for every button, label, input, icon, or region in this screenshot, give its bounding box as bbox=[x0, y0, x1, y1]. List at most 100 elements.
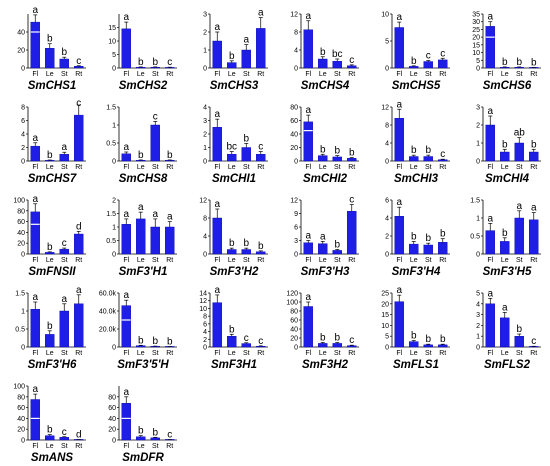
category-label: St bbox=[61, 71, 68, 78]
significance-letter: b bbox=[502, 57, 508, 68]
y-tick-label: 0 bbox=[112, 438, 116, 445]
category-label: Le bbox=[410, 257, 418, 264]
y-tick-label: 10 bbox=[381, 323, 389, 330]
significance-letter: b bbox=[502, 228, 508, 239]
y-tick-label: 0 bbox=[385, 252, 389, 259]
category-label: Le bbox=[228, 164, 236, 171]
y-tick-label: 0 bbox=[21, 66, 25, 73]
y-tick-label: 6 bbox=[385, 198, 389, 205]
bar bbox=[529, 219, 539, 255]
bar bbox=[227, 62, 237, 69]
category-label: Le bbox=[319, 257, 327, 264]
gene-title: SmCHI3 bbox=[394, 173, 439, 185]
gene-title: SmF3'H5 bbox=[483, 266, 532, 278]
significance-letter: a bbox=[32, 194, 38, 205]
bar bbox=[332, 250, 342, 255]
panel-smchs5: 0 5 10 a Fl b Le c St c Rt SmCHS5 bbox=[381, 12, 450, 92]
y-tick-label: 0 bbox=[294, 66, 298, 73]
gene-title: SmFNSII bbox=[28, 266, 76, 278]
y-tick-label: 0 bbox=[476, 66, 480, 73]
panel-smf3-h5: 0 0.5 1 1.5 a Fl b Le a St a Rt SmF3'H5 bbox=[470, 198, 541, 278]
bar bbox=[212, 217, 222, 255]
significance-letter: b bbox=[440, 229, 446, 240]
y-tick-label: 4 bbox=[385, 216, 389, 223]
y-tick-label: 12 bbox=[381, 105, 389, 112]
category-label: St bbox=[61, 443, 68, 450]
significance-letter: b bbox=[502, 139, 508, 150]
gene-title: SmCHS8 bbox=[119, 173, 168, 185]
y-tick-label: 60 bbox=[17, 405, 25, 412]
category-label: Rt bbox=[257, 164, 264, 171]
y-tick-label: 3 bbox=[476, 312, 480, 319]
category-label: Le bbox=[46, 164, 54, 171]
y-tick-label: 35 bbox=[472, 12, 480, 19]
y-tick-label: 120 bbox=[286, 291, 298, 298]
category-label: Rt bbox=[75, 443, 82, 450]
bar bbox=[318, 155, 328, 162]
y-tick-label: 0 bbox=[476, 345, 480, 352]
category-label: Le bbox=[410, 71, 418, 78]
category-label: St bbox=[334, 164, 341, 171]
bar bbox=[59, 248, 69, 255]
significance-letter: b bbox=[334, 146, 340, 157]
y-tick-label: 0 bbox=[294, 252, 298, 259]
bar bbox=[59, 58, 69, 69]
category-label: Le bbox=[137, 257, 145, 264]
y-tick-label: 40 bbox=[290, 132, 298, 139]
category-label: Rt bbox=[439, 71, 446, 78]
y-tick-label: 15 bbox=[108, 25, 116, 32]
significance-letter: b bbox=[516, 324, 522, 335]
y-tick-label: 10 bbox=[472, 50, 480, 57]
bar bbox=[500, 151, 510, 162]
category-label: Fl bbox=[123, 164, 129, 171]
y-tick-label: 20 bbox=[17, 48, 25, 55]
category-label: Rt bbox=[348, 71, 355, 78]
category-label: St bbox=[61, 350, 68, 357]
bar bbox=[256, 154, 266, 162]
category-label: Le bbox=[228, 257, 236, 264]
bar bbox=[438, 59, 448, 69]
y-tick-label: 4 bbox=[385, 141, 389, 148]
bar bbox=[30, 21, 40, 69]
significance-letter: b bbox=[152, 427, 158, 438]
y-tick-label: 40 bbox=[17, 230, 25, 237]
gene-title: SmFLS1 bbox=[393, 359, 439, 371]
significance-letter: a bbox=[214, 199, 220, 210]
category-label: St bbox=[516, 350, 523, 357]
category-label: Fl bbox=[32, 350, 38, 357]
significance-letter: a bbox=[61, 294, 67, 305]
significance-letter: c bbox=[62, 427, 67, 438]
category-label: Rt bbox=[75, 71, 82, 78]
bar bbox=[303, 29, 313, 69]
bar bbox=[212, 40, 222, 69]
y-tick-label: 0 bbox=[21, 438, 25, 445]
y-tick-label: 5 bbox=[476, 291, 480, 298]
category-label: Le bbox=[410, 350, 418, 357]
bar bbox=[227, 249, 237, 255]
category-label: Rt bbox=[530, 71, 537, 78]
y-tick-label: 0 bbox=[112, 345, 116, 352]
y-tick-label: 15 bbox=[381, 312, 389, 319]
category-label: Le bbox=[319, 71, 327, 78]
bar bbox=[409, 156, 419, 162]
y-tick-label: 2 bbox=[385, 234, 389, 241]
significance-letter: b bbox=[61, 47, 67, 58]
category-label: St bbox=[334, 71, 341, 78]
y-tick-label: 80 bbox=[17, 208, 25, 215]
significance-letter: a bbox=[214, 109, 220, 120]
y-tick-label: 20 bbox=[17, 241, 25, 248]
significance-letter: b bbox=[47, 242, 53, 253]
significance-letter: b bbox=[531, 139, 537, 150]
bar bbox=[74, 114, 84, 162]
panel-smchs7: 0 2 4 6 8 a Fl b Le a St c Rt SmCHS7 bbox=[21, 98, 86, 185]
y-tick-label: 12 bbox=[199, 198, 207, 205]
category-label: St bbox=[243, 257, 250, 264]
